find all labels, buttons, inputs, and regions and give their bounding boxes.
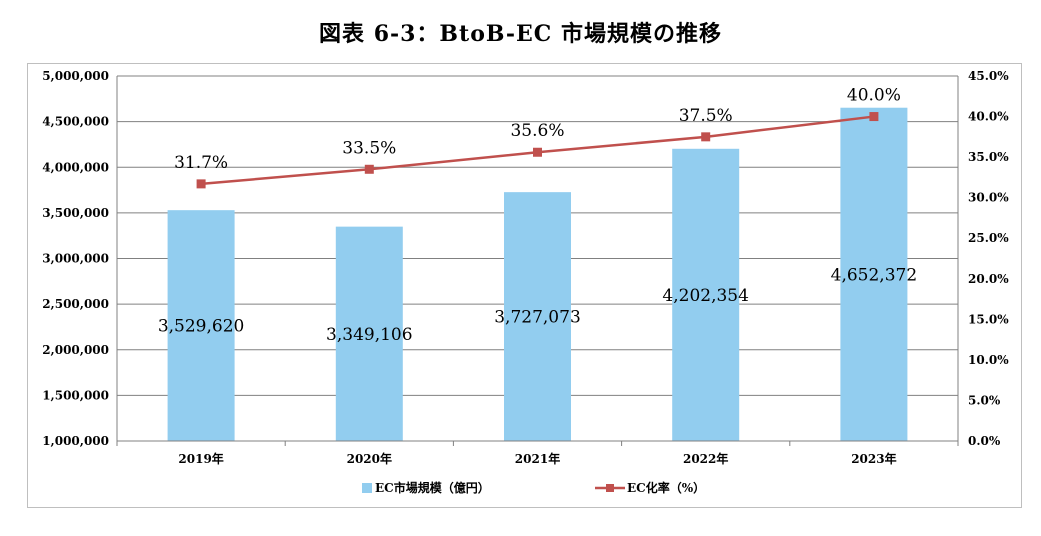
ec-rate-marker	[196, 179, 206, 189]
legend-line-label: EC化率（%）	[627, 480, 705, 495]
line-data-label: 40.0%	[847, 86, 901, 106]
legend-line-marker	[606, 484, 614, 492]
data-labels: 3,529,620 3,349,106 3,727,073 4,202,354 4,65…	[158, 86, 917, 345]
y-right-tick-label: 5.0%	[968, 393, 1001, 407]
chart-frame	[27, 63, 1022, 508]
y-left-tick-label: 2,000,000	[42, 343, 109, 357]
x-tick-label: 2020年	[347, 451, 392, 466]
legend-bar-swatch	[362, 483, 372, 493]
line-data-label: 35.6%	[510, 121, 564, 141]
line-series	[196, 112, 879, 189]
y-left-tick-label: 1,000,000	[42, 434, 109, 448]
y-left-tick-label: 4,500,000	[42, 115, 109, 129]
legend: EC市場規模（億円） EC化率（%）	[362, 480, 705, 495]
y-left-tick-label: 5,000,000	[42, 69, 109, 83]
bar-series	[167, 107, 908, 441]
y-right-tick-label: 0.0%	[968, 434, 1001, 448]
y-left-tick-label: 4,000,000	[42, 160, 109, 174]
y-right-tick-label: 45.0%	[968, 69, 1009, 83]
ec-rate-marker	[701, 132, 711, 142]
bar	[167, 210, 235, 441]
line-data-label: 31.7%	[174, 153, 228, 173]
x-tick-label: 2022年	[683, 451, 728, 466]
y-right-tick-label: 40.0%	[968, 110, 1009, 124]
legend-bar-label: EC市場規模（億円）	[375, 480, 490, 495]
x-tick-label: 2021年	[515, 451, 560, 466]
y-right-tick-label: 10.0%	[968, 353, 1009, 367]
bar-data-label: 4,202,354	[662, 286, 749, 306]
bar	[335, 226, 403, 441]
y-right-tick-label: 15.0%	[968, 312, 1009, 326]
y-left-tick-label: 3,500,000	[42, 206, 109, 220]
y-right-tick-label: 25.0%	[968, 231, 1009, 245]
axes: 1,000,000 1,500,000 2,000,000 2,500,000 3,00…	[42, 69, 1009, 466]
bar-data-label: 3,349,106	[326, 325, 413, 345]
ec-rate-marker	[869, 112, 879, 122]
line-data-label: 37.5%	[679, 106, 733, 126]
ec-rate-marker	[364, 164, 374, 174]
y-right-tick-label: 30.0%	[968, 191, 1009, 205]
ec-rate-marker	[533, 147, 542, 157]
bar	[672, 148, 740, 441]
x-tick-label: 2023年	[851, 451, 896, 466]
y-right-tick-label: 20.0%	[968, 272, 1009, 286]
x-tick-label: 2019年	[178, 451, 223, 466]
y-left-tick-label: 3,000,000	[42, 252, 109, 266]
bar-data-label: 3,727,073	[494, 308, 581, 328]
bar-data-label: 4,652,372	[831, 265, 918, 285]
bar	[840, 107, 908, 441]
bar	[504, 192, 571, 441]
y-left-tick-label: 2,500,000	[42, 297, 109, 311]
y-left-tick-label: 1,500,000	[42, 388, 109, 402]
chart-title: 図表 6-3：BtoB-EC 市場規模の推移	[319, 21, 722, 47]
y-right-tick-label: 35.0%	[968, 150, 1009, 164]
line-data-label: 33.5%	[342, 138, 396, 158]
bar-data-label: 3,529,620	[158, 317, 245, 337]
